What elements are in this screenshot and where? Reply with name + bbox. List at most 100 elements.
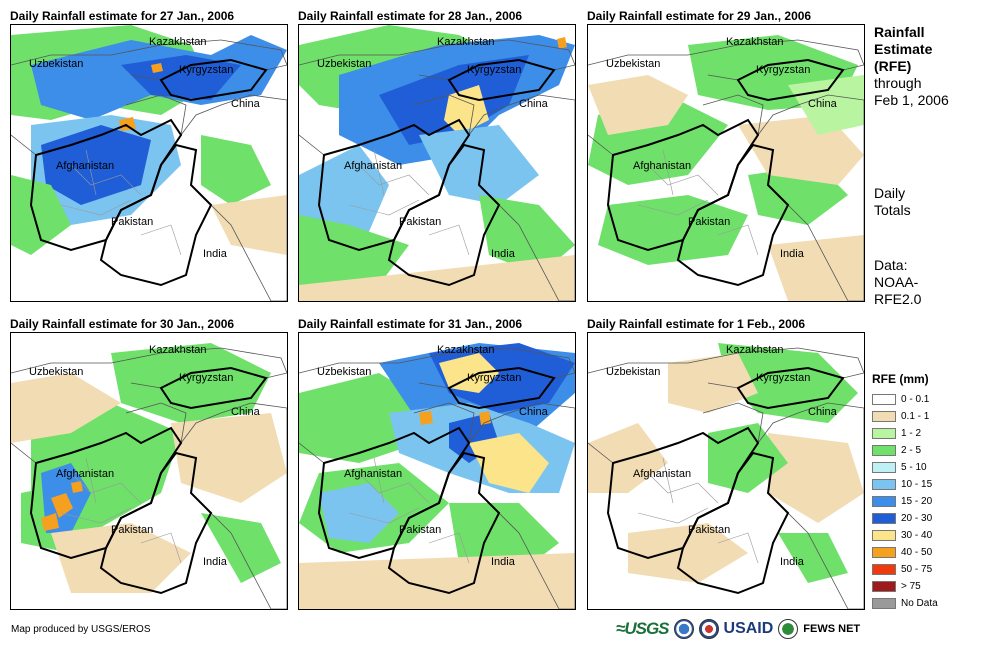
legend-swatch [872, 581, 896, 592]
map-credit: Map produced by USGS/EROS [11, 624, 151, 635]
legend-swatch [872, 394, 896, 405]
rainfall-region [469, 433, 549, 493]
legend-title: RFE (mm) [872, 372, 929, 386]
highlighted-borders [29, 58, 268, 287]
rainfall-region [151, 63, 163, 73]
map-label-uzbekistan: Uzbekistan [606, 366, 660, 378]
legend-item: 15 - 20 [872, 493, 982, 510]
map-label-afghanistan: Afghanistan [56, 468, 114, 480]
highlighted-borders [606, 58, 845, 287]
rainfall-map-panel: Daily Rainfall estimate for 31 Jan., 200… [298, 316, 576, 610]
legend-swatch [872, 564, 896, 575]
panel-title: Daily Rainfall estimate for 29 Jan., 200… [587, 9, 812, 23]
dhs-seal-icon [698, 619, 719, 639]
legend-item: No Data [872, 595, 982, 612]
rainfall-region [479, 195, 575, 275]
province-borders [637, 457, 759, 564]
legend-swatch [872, 411, 896, 422]
rainfall-region [628, 523, 748, 583]
legend-label: 1 - 2 [901, 428, 922, 439]
legend-item: 5 - 10 [872, 459, 982, 476]
legend-label: 0 - 0.1 [901, 394, 930, 405]
rainfall-region [41, 513, 59, 531]
map-label-afghanistan: Afghanistan [56, 160, 114, 172]
rainfall-region [668, 353, 758, 413]
map-label-kyrgyzstan: Kyrgyzstan [756, 372, 810, 384]
highlighted-borders [317, 58, 556, 287]
legend-item: 0 - 0.1 [872, 391, 982, 408]
map-label-afghanistan: Afghanistan [344, 160, 402, 172]
rainfall-map: Kazakhstan Uzbekistan Kyrgyzstan China Afgha… [298, 332, 576, 610]
map-label-china: China [231, 98, 261, 110]
rainfall-region [778, 533, 848, 583]
rainfall-region [51, 523, 191, 593]
map-label-pakistan: Pakistan [688, 524, 730, 536]
legend-label: 40 - 50 [901, 547, 933, 558]
rainfall-region [121, 55, 241, 100]
usaid-logo: USAID [723, 620, 774, 637]
province-borders [60, 149, 182, 256]
rainfall-region [11, 175, 71, 255]
fews-globe-icon [778, 619, 799, 639]
rainfall-map-panel: Daily Rainfall estimate for 1 Feb., 2006… [587, 316, 865, 610]
highlighted-borders [317, 366, 556, 595]
rainfall-region [768, 235, 864, 301]
map-label-kazakhstan: Kazakhstan [149, 36, 206, 48]
rainfall-region [119, 117, 136, 131]
rainfall-map-panel: Daily Rainfall estimate for 27 Jan., 200… [10, 8, 288, 302]
province-borders [60, 457, 182, 564]
rainfall-map-panel: Daily Rainfall estimate for 30 Jan., 200… [10, 316, 288, 610]
rainfall-region [598, 195, 748, 265]
legend-swatch [872, 547, 896, 558]
legend-swatch [872, 496, 896, 507]
map-label-kyrgyzstan: Kyrgyzstan [467, 64, 521, 76]
legend-item: 40 - 50 [872, 544, 982, 561]
rainfall-region [211, 195, 287, 255]
legend-swatch [872, 513, 896, 524]
legend-label: > 75 [901, 581, 921, 592]
rainfall-region [299, 553, 575, 609]
rainfall-region [439, 353, 499, 393]
rainfall-region [319, 483, 399, 543]
rainfall-region [788, 75, 864, 135]
map-label-uzbekistan: Uzbekistan [606, 58, 660, 70]
rainfall-map-panel: Daily Rainfall estimate for 29 Jan., 200… [587, 8, 865, 302]
map-label-china: China [808, 406, 838, 418]
map-label-afghanistan: Afghanistan [633, 468, 691, 480]
province-borders [348, 149, 470, 256]
map-label-afghanistan: Afghanistan [344, 468, 402, 480]
rainfall-region [201, 513, 281, 583]
legend-swatch [872, 445, 896, 456]
rainfall-region [299, 255, 575, 301]
rainfall-map: Kazakhstan Uzbekistan Kyrgyzstan China Afgha… [10, 332, 288, 610]
rainfall-map: Kazakhstan Uzbekistan Kyrgyzstan China Afgha… [587, 332, 865, 610]
legend-item: 1 - 2 [872, 425, 982, 442]
rainfall-map: Kazakhstan Uzbekistan Kyrgyzstan China Afgha… [10, 24, 288, 302]
map-label-kyrgyzstan: Kyrgyzstan [179, 64, 233, 76]
legend-item: 50 - 75 [872, 561, 982, 578]
rainfall-map: Kazakhstan Uzbekistan Kyrgyzstan China Afgha… [587, 24, 865, 302]
rainfall-map-panel: Daily Rainfall estimate for 28 Jan., 200… [298, 8, 576, 302]
map-label-pakistan: Pakistan [111, 524, 153, 536]
legend-label: 30 - 40 [901, 530, 933, 541]
rainfall-region [419, 125, 539, 205]
map-label-pakistan: Pakistan [399, 216, 441, 228]
map-label-china: China [231, 406, 261, 418]
legend-label: No Data [901, 598, 938, 609]
map-label-uzbekistan: Uzbekistan [317, 58, 371, 70]
map-label-pakistan: Pakistan [111, 216, 153, 228]
rainfall-region [299, 215, 409, 295]
rainfall-region [71, 481, 83, 493]
map-label-india: India [780, 556, 805, 568]
map-label-china: China [808, 98, 838, 110]
panel-title: Daily Rainfall estimate for 27 Jan., 200… [10, 9, 235, 23]
map-label-india: India [780, 248, 805, 260]
map-label-india: India [491, 556, 516, 568]
legend-item: 20 - 30 [872, 510, 982, 527]
noaa-seal-icon [673, 619, 694, 639]
panel-title: Daily Rainfall estimate for 28 Jan., 200… [298, 9, 523, 23]
legend-item: 2 - 5 [872, 442, 982, 459]
rainfall-region [419, 411, 433, 425]
rainfall-region [557, 37, 567, 49]
map-label-kyrgyzstan: Kyrgyzstan [467, 372, 521, 384]
